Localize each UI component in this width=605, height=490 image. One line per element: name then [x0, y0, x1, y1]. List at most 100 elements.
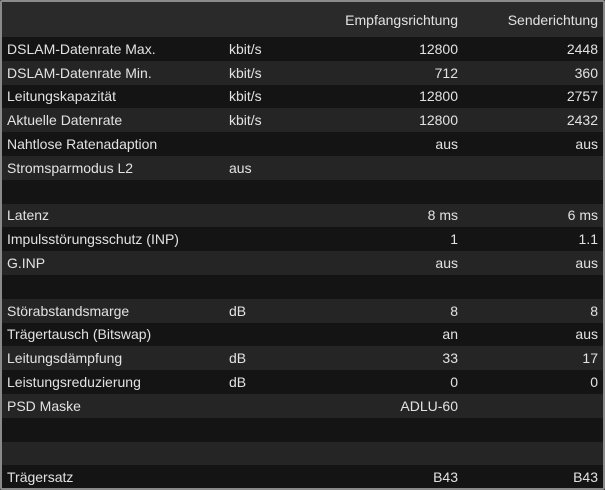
- row-unit: kbit/s: [229, 112, 262, 129]
- row-label: Leitungskapazität: [7, 88, 116, 105]
- row-downstream: 8 ms: [427, 207, 458, 224]
- row-upstream: [463, 442, 603, 466]
- row-upstream: 17: [582, 350, 598, 367]
- row-label: PSD Maske: [7, 397, 81, 414]
- table-row: [2, 274, 603, 299]
- row-downstream: [332, 442, 463, 466]
- row-upstream: aus: [575, 255, 598, 272]
- header-upstream: Senderichtung: [507, 11, 598, 28]
- row-upstream: 6 ms: [567, 207, 598, 224]
- table-row: Impulsstörungsschutz (INP) 1 1.1: [2, 227, 603, 252]
- row-label: [2, 275, 224, 299]
- row-downstream: 33: [442, 350, 458, 367]
- row-upstream: 2448: [566, 40, 598, 57]
- row-unit: dB: [229, 374, 247, 391]
- row-downstream: ADLU-60: [400, 397, 458, 414]
- row-downstream: aus: [435, 136, 458, 153]
- header-downstream: Empfangsrichtung: [345, 11, 458, 28]
- row-upstream: 0: [590, 374, 598, 391]
- row-label: [2, 442, 224, 466]
- row-downstream: aus: [435, 255, 458, 272]
- table-row: [2, 417, 603, 442]
- row-label: G.INP: [7, 255, 46, 272]
- row-label: Trägersatz: [7, 469, 74, 486]
- row-unit: [224, 442, 332, 466]
- row-label: Impulsstörungsschutz (INP): [7, 231, 179, 248]
- row-label: Latenz: [7, 207, 50, 224]
- row-label: Leistungsreduzierung: [7, 374, 141, 391]
- table-row: Stromsparmodus L2 aus: [2, 155, 603, 180]
- row-unit: [224, 275, 332, 299]
- row-unit: aus: [229, 159, 252, 176]
- row-label: Aktuelle Datenrate: [7, 112, 123, 129]
- row-label: Störabstandsmarge: [7, 302, 130, 319]
- table-row: Leistungsreduzierung dB 0 0: [2, 370, 603, 394]
- table-row: Nahtlose Ratenadaption aus aus: [2, 132, 603, 156]
- row-unit: dB: [229, 302, 247, 319]
- row-downstream: [332, 180, 463, 204]
- row-upstream: 2757: [566, 88, 598, 105]
- row-unit: [224, 204, 332, 228]
- row-upstream: [463, 180, 603, 204]
- header-unit: [224, 2, 332, 37]
- table-row: DSLAM-Datenrate Max. kbit/s 12800 2448: [2, 37, 603, 61]
- row-upstream: aus: [575, 326, 598, 343]
- row-downstream: [332, 275, 463, 299]
- row-label: Trägertausch (Bitswap): [7, 326, 152, 343]
- row-upstream: 1.1: [578, 231, 598, 248]
- row-unit: [224, 251, 332, 275]
- row-upstream: 8: [590, 302, 598, 319]
- row-downstream: [332, 156, 463, 180]
- table-row: Leitungsdämpfung dB 33 17: [2, 346, 603, 371]
- row-downstream: 12800: [419, 88, 458, 105]
- row-upstream: 2432: [566, 112, 598, 129]
- row-unit: [224, 323, 332, 347]
- row-unit: kbit/s: [229, 88, 262, 105]
- row-label: Leitungsdämpfung: [7, 350, 123, 367]
- row-downstream: 0: [450, 374, 458, 391]
- row-upstream: aus: [575, 136, 598, 153]
- row-label: DSLAM-Datenrate Max.: [7, 40, 156, 57]
- row-downstream: B43: [433, 469, 458, 486]
- row-downstream: 1: [450, 231, 458, 248]
- table-row: Aktuelle Datenrate kbit/s 12800 2432: [2, 108, 603, 133]
- table-row: G.INP aus aus: [2, 251, 603, 275]
- row-unit: [224, 418, 332, 442]
- row-label: DSLAM-Datenrate Min.: [7, 64, 152, 81]
- row-unit: [224, 180, 332, 204]
- table-row: Trägertausch (Bitswap) an aus: [2, 322, 603, 347]
- row-unit: kbit/s: [229, 40, 262, 57]
- row-unit: [224, 132, 332, 156]
- row-upstream: [463, 156, 603, 180]
- row-upstream: 360: [574, 64, 598, 81]
- row-unit: kbit/s: [229, 64, 262, 81]
- header-label: [2, 2, 224, 37]
- table-row: DSLAM-Datenrate Min. kbit/s 712 360: [2, 60, 603, 85]
- row-label: Nahtlose Ratenadaption: [7, 136, 158, 153]
- table-row: PSD Maske ADLU-60: [2, 393, 603, 418]
- row-label: [2, 180, 224, 204]
- row-label: Stromsparmodus L2: [7, 159, 134, 176]
- row-upstream: [463, 418, 603, 442]
- row-downstream: 712: [434, 64, 458, 81]
- table-header: Empfangsrichtung Senderichtung: [2, 2, 603, 37]
- table-row: Latenz 8 ms 6 ms: [2, 203, 603, 228]
- row-unit: [224, 227, 332, 251]
- row-unit: dB: [229, 350, 247, 367]
- row-downstream: 8: [450, 302, 458, 319]
- row-label: [2, 418, 224, 442]
- row-downstream: 12800: [419, 40, 458, 57]
- row-upstream: [463, 394, 603, 418]
- row-upstream: B43: [573, 469, 598, 486]
- table-row: [2, 179, 603, 204]
- row-downstream: [332, 418, 463, 442]
- row-downstream: 12800: [419, 112, 458, 129]
- row-upstream: [463, 275, 603, 299]
- table-row: [2, 441, 603, 466]
- table-row: Störabstandsmarge dB 8 8: [2, 298, 603, 323]
- row-unit: [224, 394, 332, 418]
- table-row: Trägersatz B43 B43: [2, 465, 603, 488]
- row-downstream: an: [442, 326, 458, 343]
